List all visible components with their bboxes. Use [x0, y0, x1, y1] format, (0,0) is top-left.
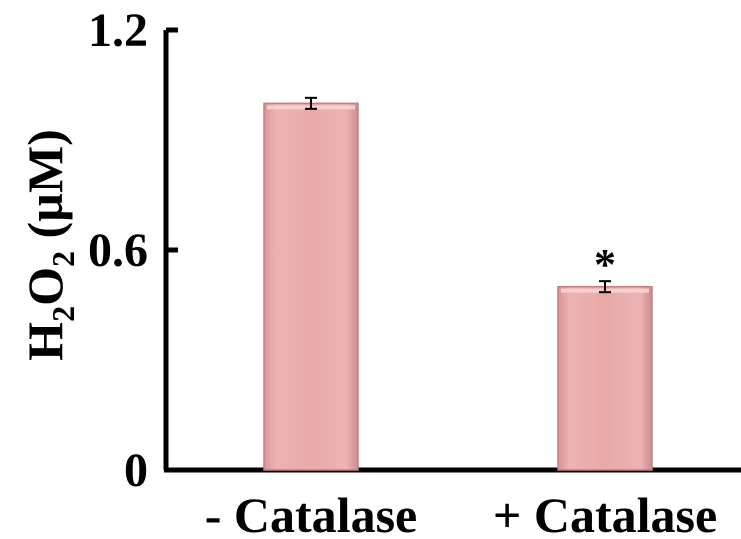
bars: *: [264, 98, 652, 470]
y-tick-label: 0.6: [88, 224, 148, 277]
ylabel-h: H: [17, 322, 73, 361]
category-labels: - Catalase + Catalase: [205, 487, 717, 539]
bar: [558, 287, 652, 470]
y-tick-label: 0: [124, 444, 148, 497]
bar: [264, 103, 358, 470]
ylabel-unit: (µM): [17, 129, 73, 251]
category-label: + Catalase: [493, 487, 717, 539]
y-tick-label: 1.2: [88, 4, 148, 57]
ylabel-sub-2: 2: [45, 251, 81, 267]
axes: [164, 30, 741, 470]
y-axis-label: H2O2 (µM): [17, 129, 81, 361]
ylabel-o: O: [17, 267, 73, 306]
significance-marker: *: [594, 240, 616, 289]
category-label: - Catalase: [205, 487, 417, 539]
ylabel-sub-1: 2: [45, 306, 81, 322]
